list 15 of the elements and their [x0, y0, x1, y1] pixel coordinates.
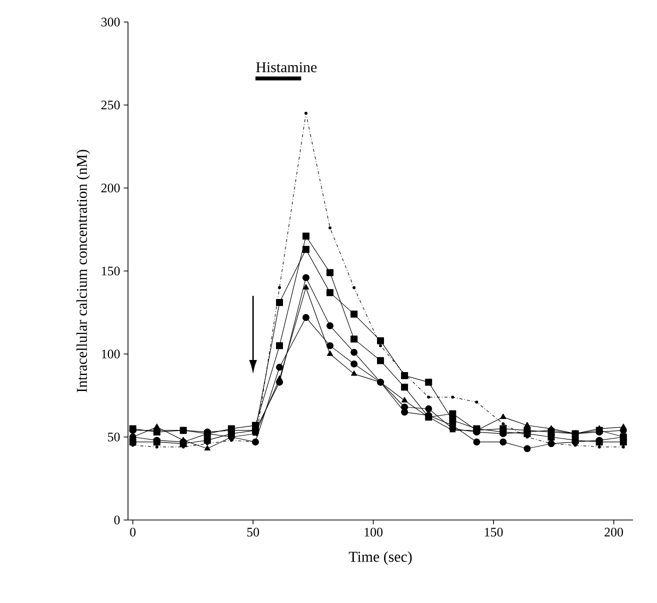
x-tick-label: 0: [130, 528, 136, 537]
x-tick-label: 50: [247, 528, 260, 537]
y-tick-label: 0: [114, 516, 120, 524]
y-tick-label: 300: [101, 18, 120, 26]
y-axis-title: Intracellular calcium concentration (nM): [76, 150, 90, 392]
y-tick-label: 150: [102, 266, 120, 276]
series-label: Histamine: [256, 62, 317, 72]
y-tick-label: 50: [108, 432, 120, 442]
x-tick-label: 200: [604, 528, 623, 537]
x-axis-title: Time (sec): [348, 551, 412, 565]
y-tick-label: 100: [102, 350, 120, 358]
y-tick-label: 200: [101, 184, 120, 192]
y-tick-label: 250: [101, 100, 120, 110]
x-tick-label: 100: [364, 528, 383, 537]
x-tick-label: 150: [484, 528, 503, 537]
